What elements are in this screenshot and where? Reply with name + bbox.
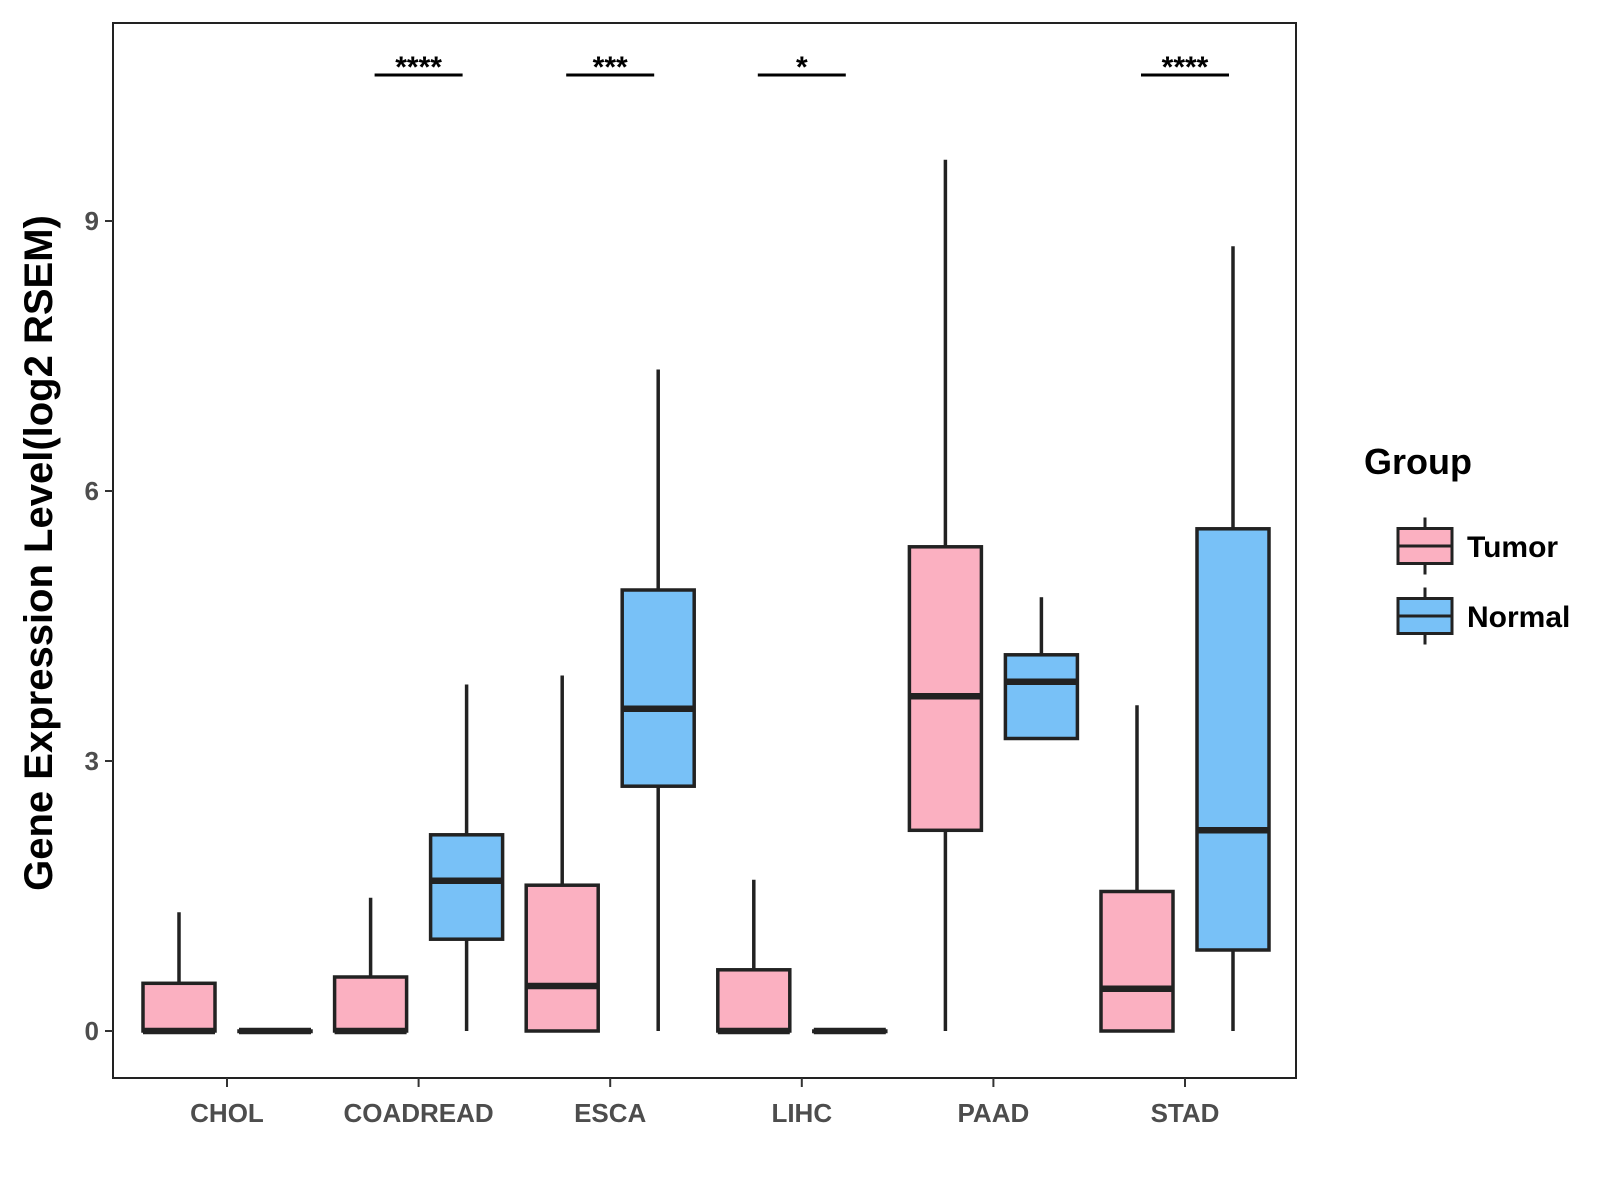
- significance-stad: ****: [1141, 51, 1229, 84]
- significance-label: *: [796, 51, 808, 84]
- legend-item-normal: Normal: [1396, 587, 1570, 645]
- box-tumor-esca: [524, 675, 600, 1033]
- box-normal-esca: [620, 369, 696, 1031]
- box-tumor-coadread: [332, 897, 409, 1035]
- x-tick-label: ESCA: [574, 1098, 646, 1128]
- y-tick-label: 3: [85, 746, 99, 776]
- significance-label: ****: [1162, 51, 1209, 84]
- box-body: [716, 968, 792, 1033]
- box-normal-paad: [1003, 597, 1080, 741]
- y-axis: 0 3 6 9: [85, 206, 113, 1046]
- legend-label: Tumor: [1467, 531, 1558, 564]
- legend-title: Group: [1364, 441, 1472, 482]
- box-tumor-paad: [907, 159, 984, 1031]
- box-body: [524, 883, 600, 1033]
- legend: Group Tumor Normal: [1364, 441, 1570, 645]
- box-normal-chol: [237, 1027, 313, 1035]
- x-axis: CHOL COADREAD ESCA LIHC PAAD STAD: [190, 1078, 1219, 1128]
- significance-lihc: *: [757, 51, 846, 84]
- x-tick-label: COADREAD: [343, 1098, 493, 1128]
- panel-border: [112, 22, 1297, 1079]
- significance-label: ****: [395, 51, 442, 84]
- box-body: [1099, 889, 1175, 1033]
- x-tick-label: LIHC: [771, 1098, 832, 1128]
- box-body: [332, 975, 409, 1033]
- box-body: [141, 981, 217, 1033]
- legend-label: Normal: [1467, 601, 1570, 634]
- box-body: [907, 545, 984, 833]
- y-tick-label: 0: [85, 1016, 99, 1046]
- box-body: [620, 588, 696, 788]
- box-body: [428, 833, 505, 941]
- box-normal-coadread: [428, 684, 505, 1031]
- significance-label: ***: [593, 51, 628, 84]
- box-tumor-stad: [1099, 705, 1175, 1033]
- x-tick-label: PAAD: [958, 1098, 1030, 1128]
- y-tick-label: 9: [85, 206, 99, 236]
- y-tick-label: 6: [85, 476, 99, 506]
- box-body: [1195, 527, 1271, 952]
- legend-item-tumor: Tumor: [1396, 517, 1558, 575]
- box-tumor-lihc: [716, 879, 792, 1035]
- box-normal-stad: [1195, 246, 1271, 1031]
- x-tick-label: STAD: [1151, 1098, 1220, 1128]
- box-normal-lihc: [812, 1027, 888, 1035]
- y-axis-title: Gene Expression Level(log2 RSEM): [17, 215, 61, 891]
- x-tick-label: CHOL: [190, 1098, 264, 1128]
- significance-esca: ***: [566, 51, 655, 84]
- box-body: [1003, 653, 1080, 741]
- plot-area: **** *** * ****: [112, 22, 1297, 1079]
- box-tumor-chol: [141, 912, 217, 1035]
- significance-coadread: ****: [374, 51, 463, 84]
